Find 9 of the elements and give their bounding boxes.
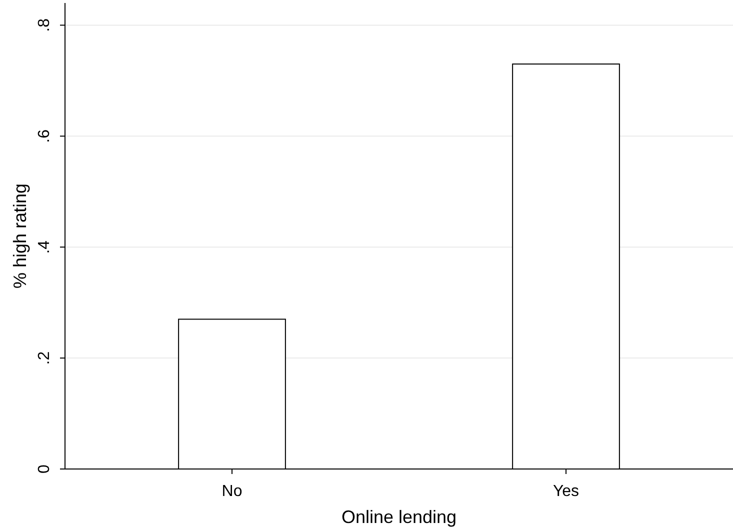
y-tick-label: 0	[36, 464, 53, 474]
x-tick-label: Yes	[552, 483, 580, 500]
y-axis-title: % high rating	[10, 183, 30, 289]
y-tick-label: .2	[36, 351, 53, 365]
x-axis-title: Online lending	[341, 507, 457, 527]
x-tick-label: No	[222, 483, 242, 500]
y-tick-label: .8	[36, 18, 53, 32]
y-tick-label: .6	[36, 129, 53, 143]
y-tick-label: .4	[36, 240, 53, 254]
